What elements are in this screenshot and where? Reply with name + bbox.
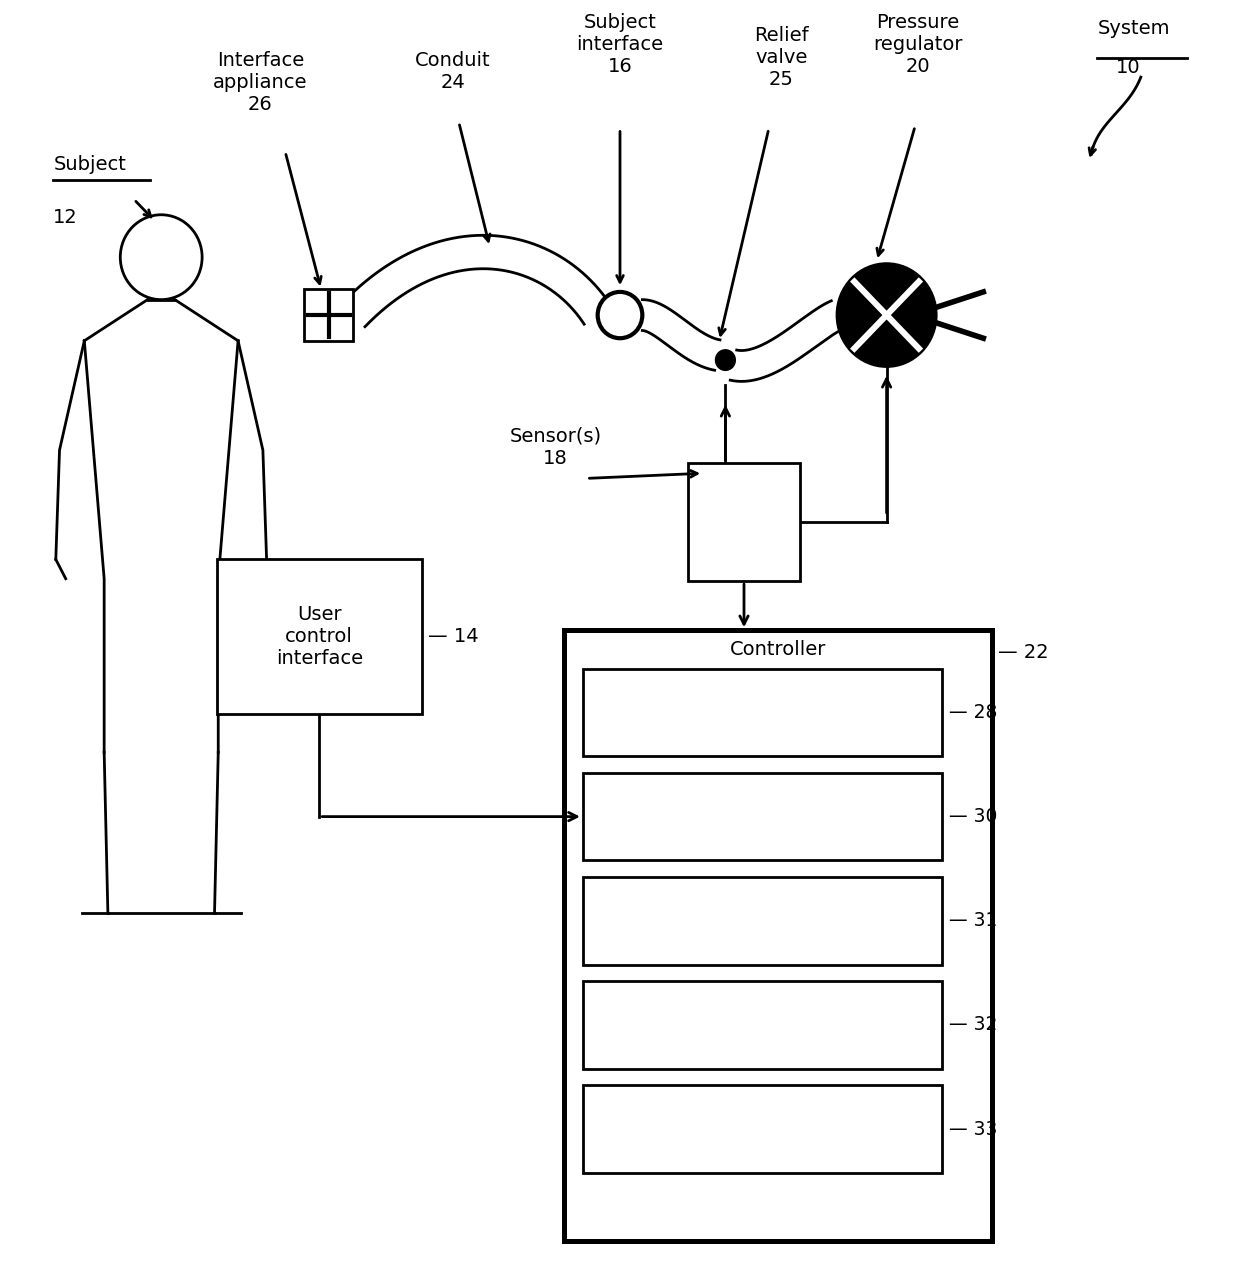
Text: Cough conclusion
module: Cough conclusion module [680,900,846,941]
Text: Interface
appliance
26: Interface appliance 26 [213,51,308,114]
Text: — 28: — 28 [949,703,997,721]
Text: Controller: Controller [730,640,826,660]
Text: Pressurization
module: Pressurization module [697,692,828,733]
Bar [304,289,353,341]
Bar [583,669,942,756]
Text: Sensor(s)
18: Sensor(s) 18 [510,427,601,468]
Text: System: System [1097,19,1169,39]
Circle shape [715,350,735,370]
Bar [583,981,942,1069]
Text: Conduit
24: Conduit 24 [415,51,490,93]
Text: — 31: — 31 [949,912,997,930]
Bar [583,877,942,964]
Text: Control
module: Control module [728,1004,797,1046]
Text: — 30: — 30 [949,808,997,826]
Text: — 33: — 33 [949,1120,997,1138]
Text: User
control
interface: User control interface [275,606,363,667]
Bar [583,773,942,860]
Bar [217,559,422,714]
Text: 12: 12 [53,208,78,228]
Text: Cough initiation
module: Cough initiation module [688,796,837,837]
Text: Relief
valve
25: Relief valve 25 [754,26,808,89]
Circle shape [598,292,642,338]
Text: — 32: — 32 [949,1016,997,1034]
Text: Pressure
regulation
module: Pressure regulation module [715,1098,810,1160]
Text: — 14: — 14 [428,628,479,646]
Bar [564,630,992,1241]
Circle shape [837,264,936,367]
Text: Pressure
regulator
20: Pressure regulator 20 [873,13,962,76]
Text: — 22: — 22 [998,643,1049,662]
Text: 10: 10 [1116,58,1141,77]
Bar [583,1085,942,1173]
Text: Subject: Subject [53,154,126,174]
Bar [688,463,800,581]
Text: Subject
interface
16: Subject interface 16 [577,13,663,76]
